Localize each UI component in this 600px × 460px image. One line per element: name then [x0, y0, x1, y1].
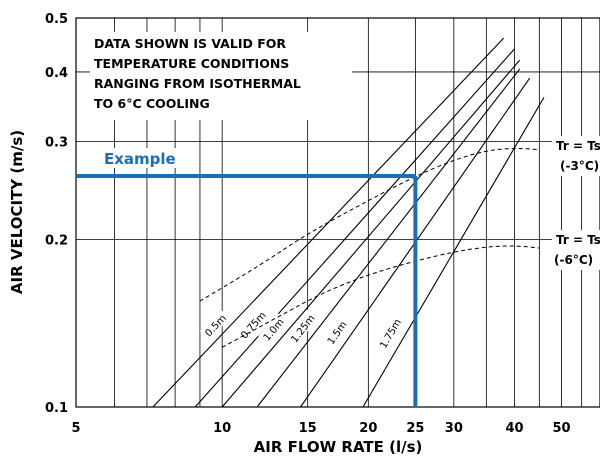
distance-label-backdrop-1-0m	[258, 313, 288, 345]
example-lines	[76, 174, 418, 407]
distance-line-0-75m	[194, 48, 515, 408]
y-tick-label-0-4: 0.4	[45, 66, 68, 81]
plot-area-frame	[75, 17, 600, 408]
y-tick-label-0-3: 0.3	[45, 135, 68, 150]
distance-label-backdrop-1-75m	[374, 313, 405, 352]
validity-note-line-2: TEMPERATURE CONDITIONS	[94, 56, 289, 71]
validity-note-line-4: TO 6°C COOLING	[94, 96, 210, 111]
distance-label-backdrop-0-75m	[235, 306, 270, 343]
boundary-curve-3c	[199, 147, 540, 302]
boundary-label-6c-backdrop	[552, 230, 600, 270]
y-tick-label-0-2: 0.2	[45, 233, 68, 248]
validity-note-line-1: DATA SHOWN IS VALID FOR	[94, 36, 286, 51]
example-label: Example	[104, 150, 176, 168]
x-tick-label-40: 40	[505, 421, 523, 436]
boundary-label-3c-backdrop	[552, 136, 600, 176]
y-axis-title: AIR VELOCITY (m/s)	[8, 130, 26, 294]
x-tick-label-15: 15	[299, 421, 317, 436]
x-axis-title: AIR FLOW RATE (l/s)	[254, 438, 423, 456]
x-tick-label-25: 25	[406, 421, 424, 436]
distance-label-backdrop-1-25m	[285, 309, 319, 347]
y-tick-label-0-1: 0.1	[45, 401, 68, 416]
distance-line-1-25m	[256, 68, 521, 408]
x-tick-label-20: 20	[359, 421, 377, 436]
example-label-backdrop	[100, 148, 184, 168]
x-tick-label-10: 10	[213, 421, 231, 436]
boundary-label-6c-line-1: Tr = Ts	[556, 233, 600, 247]
boundary-label-3c-line-1: Tr = Ts	[556, 139, 600, 153]
distance-label-backdrop-0-5m	[199, 309, 230, 341]
validity-note-backdrop	[90, 32, 352, 120]
boundary-label-3c: Tr = Ts (-3°C)	[552, 136, 600, 176]
validity-note-line-3: RANGING FROM ISOTHERMAL	[94, 76, 301, 91]
boundary-label-6c: Tr = Ts (-6°C)	[552, 230, 600, 270]
y-tick-label-0-5: 0.5	[45, 12, 68, 27]
x-tick-label-5: 5	[71, 421, 80, 436]
axis-ticks: 5 10 15 20 25 30 40 50 0.1 0.2 0.3 0.4 0.5	[45, 12, 571, 436]
x-tick-label-30: 30	[445, 421, 463, 436]
distance-line-1-0m	[221, 59, 521, 408]
boundary-label-3c-line-2: (-3°C)	[560, 159, 599, 173]
distance-label-backdrop-1-5m	[322, 315, 351, 348]
validity-note: DATA SHOWN IS VALID FOR TEMPERATURE COND…	[90, 32, 352, 120]
x-tick-label-50: 50	[553, 421, 571, 436]
boundary-label-6c-line-2: (-6°C)	[554, 253, 593, 267]
